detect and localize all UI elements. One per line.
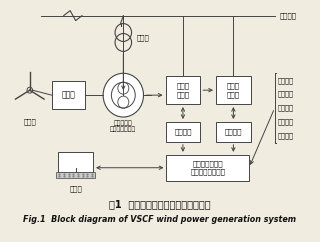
Bar [166, 155, 249, 181]
Text: 转子电流: 转子电流 [277, 119, 293, 125]
Bar [216, 76, 251, 104]
Text: 风力机: 风力机 [23, 118, 36, 125]
Text: 定子电流: 定子电流 [277, 91, 293, 98]
Text: 驱动电路: 驱动电路 [225, 129, 242, 135]
Text: 增速箱: 增速箱 [61, 91, 75, 100]
Text: 转子电压: 转子电压 [277, 105, 293, 111]
Text: 定子电压: 定子电压 [277, 77, 293, 83]
Bar [165, 76, 200, 104]
Circle shape [111, 82, 135, 108]
Text: 恒频风力发电机: 恒频风力发电机 [110, 126, 136, 132]
Bar [58, 152, 93, 172]
Text: 电力系统: 电力系统 [279, 12, 296, 19]
Bar [216, 122, 251, 142]
Bar [165, 122, 200, 142]
Bar [56, 172, 95, 178]
Text: Fig.1  Block diagram of VSCF wind power generation system: Fig.1 Block diagram of VSCF wind power g… [23, 215, 297, 224]
Text: 电机转速: 电机转速 [277, 133, 293, 139]
Text: 电网侧
变流器: 电网侧 变流器 [227, 83, 240, 98]
Bar [52, 81, 85, 109]
Circle shape [103, 73, 143, 117]
Text: 变压器: 变压器 [136, 34, 149, 41]
Text: 转子侧
变流器: 转子侧 变流器 [176, 83, 189, 98]
Text: 图1  变速恒频风力发电系统原理框图: 图1 变速恒频风力发电系统原理框图 [109, 199, 211, 210]
Text: 控制台: 控制台 [69, 186, 82, 192]
Text: 基于微处理器的
变速恒频控制系统: 基于微处理器的 变速恒频控制系统 [190, 160, 225, 175]
Text: 双馈式变速: 双馈式变速 [114, 120, 133, 126]
Text: 驱动电路: 驱动电路 [174, 129, 192, 135]
